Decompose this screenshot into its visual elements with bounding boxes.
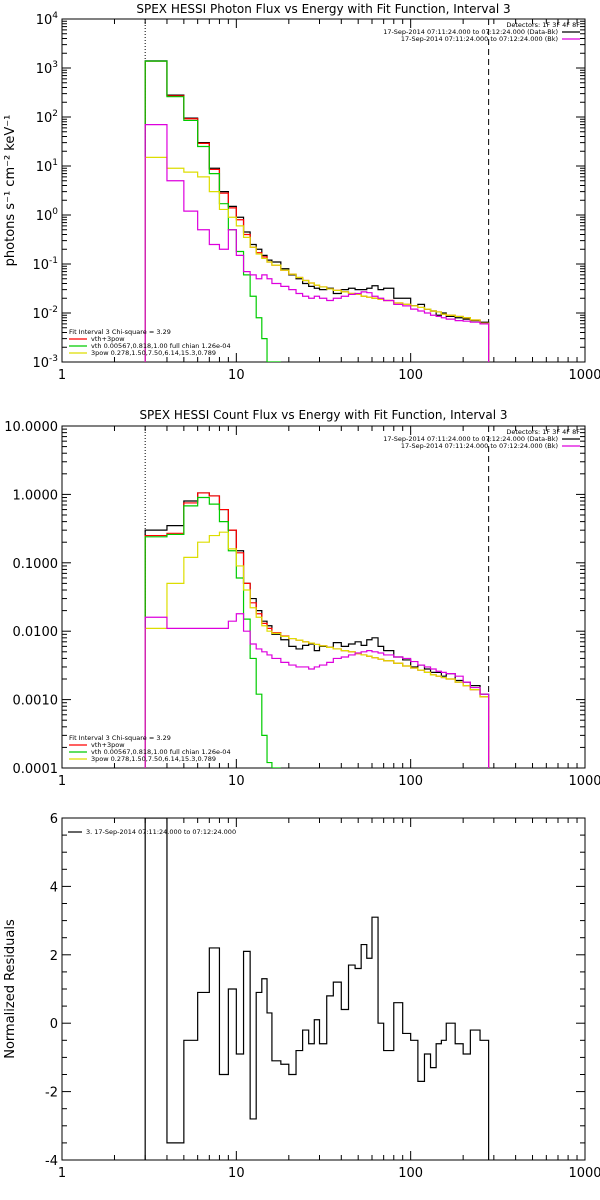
legend-entry: 17-Sep-2014 07:11:24.000 to 07:12:24.000…	[401, 442, 558, 450]
y-tick-label: 6	[50, 812, 58, 827]
series-data-line	[144, 492, 490, 768]
y-tick-base: 10	[32, 258, 49, 273]
legend-header: Detectors: 1F 3F 4F 8F	[506, 21, 580, 29]
y-tick-label: 10-3	[32, 354, 58, 371]
count-flux-panel: SPEX HESSI Count Flux vs Energy with Fit…	[4, 408, 600, 789]
series-vth-line	[144, 60, 281, 362]
plot-frame	[61, 817, 586, 1161]
y-tick-base: 10	[36, 209, 53, 224]
y-tick-label: 0.0010	[13, 694, 59, 709]
y-tick-base: 10	[36, 62, 53, 77]
photon-flux-panel: SPEX HESSI Photon Flux vs Energy with Fi…	[3, 2, 600, 383]
fit-legend-entry: vth+3pow	[91, 335, 125, 343]
y-tick-label: 0.1000	[13, 557, 59, 572]
x-tick-label: 100	[398, 368, 423, 383]
y-tick-label: 0	[50, 1017, 58, 1032]
legend-entry: 17-Sep-2014 07:11:24.000 to 07:12:24.000…	[383, 435, 558, 443]
y-tick-label: 10.0000	[4, 420, 58, 435]
y-tick-exp: -3	[49, 354, 58, 364]
series-group	[144, 818, 490, 1160]
y-tick-exp: 0	[52, 207, 58, 217]
series-bk-line	[144, 123, 490, 362]
y-tick-label: -2	[45, 1086, 58, 1101]
x-tick-label: 10	[228, 774, 245, 789]
series-vth-line	[144, 496, 281, 768]
y-tick-label: 10-2	[32, 305, 58, 322]
x-tick-label: 10	[228, 1166, 245, 1181]
y-tick-label: 102	[36, 109, 58, 126]
x-tick-label: 1000	[568, 1166, 600, 1181]
fit-legend-entry: 3pow 0.278,1.50,7.50,6.14,15.3,0.789	[91, 349, 216, 357]
fit-legend-header: Fit Interval 3 Chi-square = 3.29	[69, 734, 171, 742]
y-tick-label: 0.0001	[13, 762, 59, 777]
y-tick-exp: 4	[52, 11, 58, 21]
y-tick-label: 1.0000	[13, 488, 59, 503]
y-tick-exp: -1	[49, 256, 58, 266]
y-tick-label: 2	[50, 949, 58, 964]
y-tick-exp: 1	[52, 158, 58, 168]
y-axis-label: photons s⁻¹ cm⁻² keV⁻¹	[3, 115, 18, 267]
legend-entry: 17-Sep-2014 07:11:24.000 to 07:12:24.000…	[383, 28, 558, 36]
series-residuals-line	[144, 818, 490, 1160]
y-tick-base: 10	[36, 111, 53, 126]
x-tick-label: 10	[228, 368, 245, 383]
legend-header: Detectors: 1F 3F 4F 8F	[506, 428, 580, 436]
x-tick-label: 1000	[568, 774, 600, 789]
series-bk-line	[144, 613, 490, 768]
y-tick-label: 10-1	[32, 256, 58, 273]
y-tick-label: 0.0100	[13, 625, 59, 640]
y-tick-exp: -2	[49, 305, 58, 315]
plot-frame	[61, 425, 586, 769]
series-group	[144, 492, 490, 768]
y-tick-exp: 2	[52, 109, 58, 119]
series-group	[144, 60, 490, 362]
x-tick-label: 100	[398, 1166, 423, 1181]
y-tick-base: 10	[36, 13, 53, 28]
y-tick-label: 103	[36, 60, 58, 77]
y-tick-base: 10	[32, 356, 49, 371]
fit-legend-entry: 3pow 0.278,1.50,7.50,6.14,15.3,0.789	[91, 755, 216, 763]
x-tick-label: 1	[58, 368, 66, 383]
series-3pow-line	[144, 531, 490, 768]
y-tick-base: 10	[32, 307, 49, 322]
fit-legend-entry: vth+3pow	[91, 741, 125, 749]
series-3pow-line	[144, 156, 490, 362]
y-tick-base: 10	[36, 160, 53, 175]
fit-legend-header: Fit Interval 3 Chi-square = 3.29	[69, 328, 171, 336]
plot-frame	[61, 18, 586, 363]
y-tick-label: 104	[36, 11, 59, 28]
fit-legend-entry: vth 0.00567,0.818,1.00 full chian 1.26e-…	[91, 748, 231, 756]
x-tick-label: 100	[398, 774, 423, 789]
y-tick-label: 4	[50, 880, 58, 895]
chart-title: SPEX HESSI Count Flux vs Energy with Fit…	[139, 408, 507, 422]
y-tick-label: 100	[36, 207, 59, 224]
y-tick-label: -4	[45, 1154, 58, 1169]
x-tick-label: 1	[58, 1166, 66, 1181]
legend-entry: 17-Sep-2014 07:11:24.000 to 07:12:24.000…	[401, 35, 558, 43]
residuals-panel: 1 10 100 1000 -4 -2 0 2 4 6 Normalized Residuals 3.…	[3, 812, 600, 1181]
x-tick-label: 1000	[568, 368, 600, 383]
y-tick-label: 101	[36, 158, 58, 175]
fit-legend-entry: vth 0.00567,0.818,1.00 full chian 1.26e-…	[91, 342, 231, 350]
y-axis-label: Normalized Residuals	[3, 919, 18, 1059]
x-tick-label: 1	[58, 774, 66, 789]
series-vth-3pow-line	[144, 492, 490, 768]
legend-entry: 3. 17-Sep-2014 07:11:24.000 to 07:12:24.…	[86, 828, 236, 836]
y-tick-exp: 3	[52, 60, 58, 70]
chart-title: SPEX HESSI Photon Flux vs Energy with Fi…	[136, 2, 510, 16]
